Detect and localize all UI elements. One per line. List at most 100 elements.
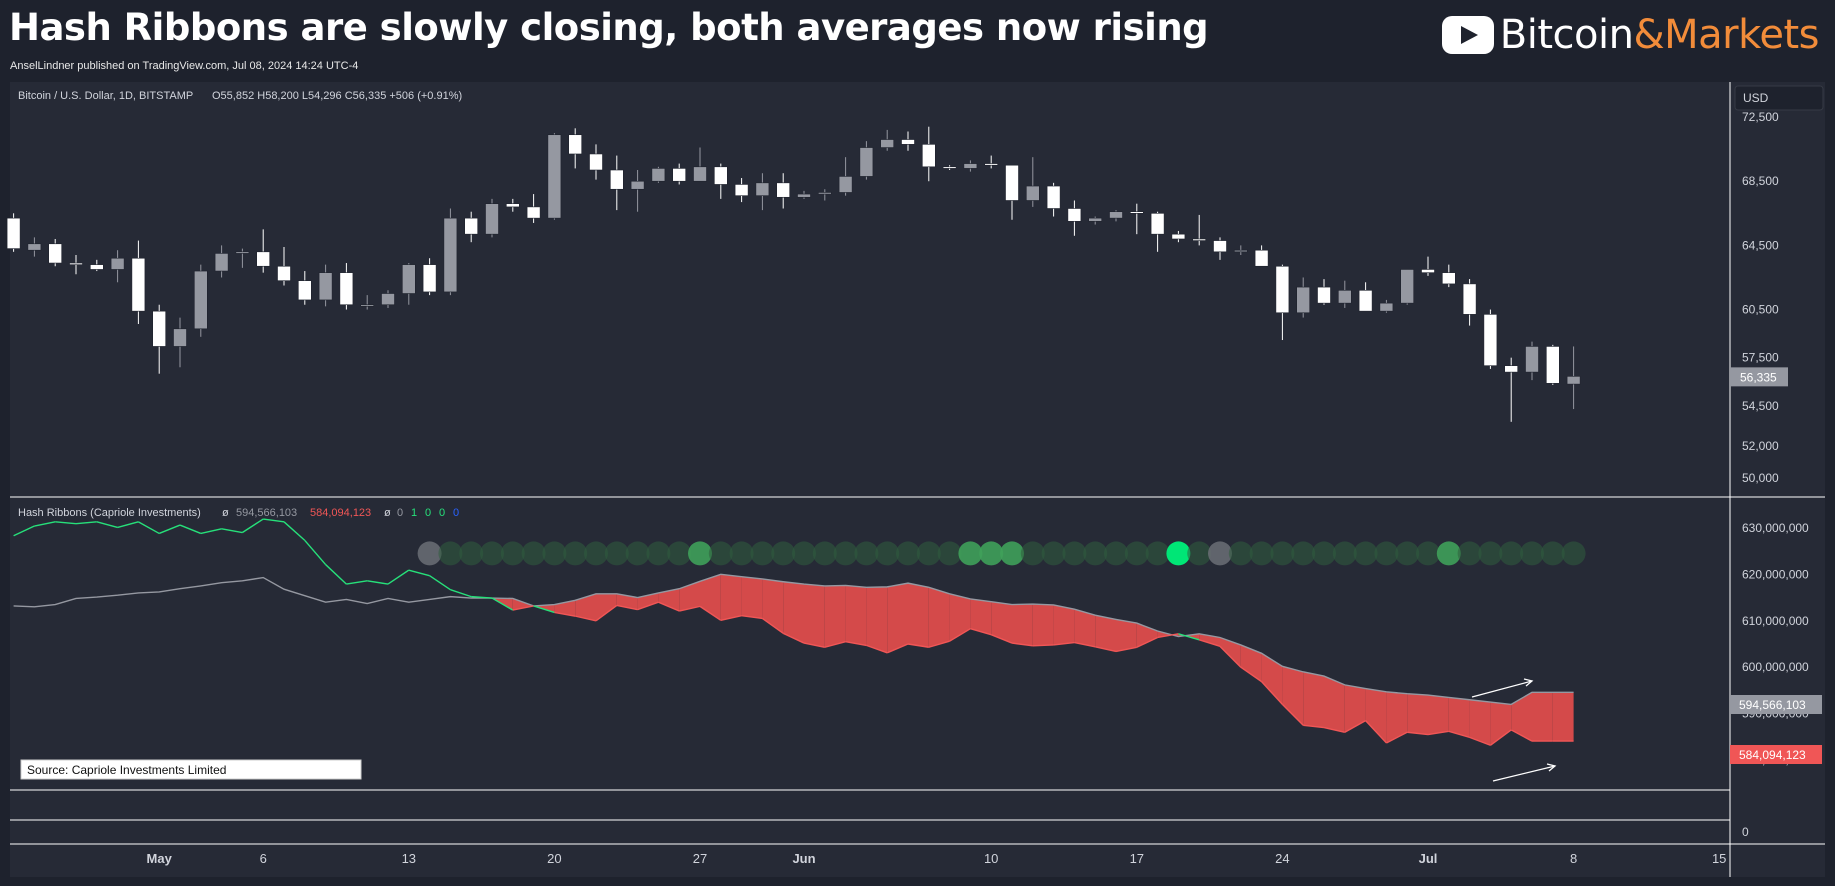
ribbon-segment — [1074, 609, 1096, 647]
fast-ma-segment — [1074, 641, 1096, 648]
signal-dot — [688, 541, 712, 566]
signal-dot — [1083, 541, 1108, 566]
fast-ma-segment — [928, 640, 950, 648]
fast-ma-segment — [616, 604, 638, 611]
signal-dot — [1228, 541, 1253, 566]
currency-button[interactable] — [1734, 85, 1824, 111]
long-ma-badge-text: 594,566,103 — [1739, 698, 1806, 712]
candle — [1296, 277, 1310, 318]
hash-ribbon-fill — [492, 574, 1574, 746]
fast-ma-segment — [637, 601, 659, 611]
signal-dot — [958, 541, 983, 566]
fast-ma-segment — [1240, 666, 1262, 683]
signal-dot — [854, 541, 879, 566]
fast-ma-segment — [907, 643, 929, 648]
fast-ma-segment — [720, 614, 742, 621]
signal-dot — [896, 541, 920, 566]
candle — [339, 263, 354, 310]
long-ma-badge — [1730, 695, 1822, 714]
ribbon-segment — [845, 585, 867, 646]
fast-ma-segment — [949, 628, 971, 642]
signal-dot — [625, 541, 650, 566]
signal-dot — [667, 541, 692, 566]
ribbon-segment — [1428, 695, 1449, 735]
fast-ma-segment — [1303, 724, 1325, 729]
fast-ma-segment — [200, 528, 222, 535]
ribbon-segment — [720, 574, 742, 621]
signal-dot — [500, 541, 525, 566]
signal-dot — [1145, 541, 1170, 566]
candle — [776, 173, 791, 209]
source-text: Source: Capriole Investments Limited — [27, 763, 226, 777]
signal-dot — [1312, 541, 1336, 566]
short-ma-badge — [1730, 745, 1822, 764]
candle — [297, 271, 312, 305]
fast-ma-segment — [1489, 729, 1512, 746]
signal-dot — [438, 541, 463, 566]
fast-ma-segment — [242, 518, 264, 534]
hashrate-tick-label: 610,000,000 — [1742, 614, 1809, 628]
fast-ma-segment — [824, 641, 846, 648]
brand-logo: Bitcoin&Markets — [1441, 10, 1819, 60]
fast-ma-segment — [679, 605, 701, 612]
ribbon-segment — [1407, 693, 1428, 735]
signal-dot — [1166, 541, 1191, 566]
ribbon-segment — [1448, 697, 1470, 738]
time-axis-ticks: May 6 13 20 27 Jun 10 17 24 Jul 8 15 — [147, 851, 1727, 866]
ribbon-segment — [1261, 653, 1283, 705]
fast-ma-segment — [658, 601, 680, 612]
ribbon-segment — [1116, 619, 1137, 652]
ribbon-segment — [554, 600, 576, 617]
price-tick-label: 72,500 — [1742, 110, 1779, 124]
ribbon-segment — [1386, 691, 1408, 743]
ribbon-segment — [616, 593, 638, 610]
candle — [1192, 214, 1206, 246]
candle — [1566, 346, 1581, 410]
candle — [1525, 341, 1539, 381]
candle — [963, 160, 978, 172]
ribbon-segment — [866, 586, 888, 653]
candle — [651, 166, 666, 183]
candle — [901, 131, 915, 151]
ribbon-segment — [1511, 692, 1532, 742]
bottom-pane-zero-tick: 0 — [1742, 825, 1749, 839]
fast-ma-segment — [1178, 633, 1200, 641]
fast-ma-segment — [1344, 720, 1366, 733]
candle — [318, 264, 333, 307]
fast-ma-segment — [595, 604, 618, 622]
indicator-extra-5: 0 — [453, 507, 459, 519]
fast-ma-segment — [263, 518, 285, 523]
youtube-play-icon — [1441, 16, 1494, 54]
candle — [568, 128, 583, 169]
candle — [173, 317, 187, 368]
candle — [110, 250, 125, 283]
candle — [1067, 200, 1082, 236]
candle — [817, 189, 832, 201]
signal-dot — [1270, 541, 1295, 566]
signal-dot — [563, 541, 588, 566]
ribbon-segment — [1552, 692, 1574, 742]
signal-dot — [1291, 541, 1316, 566]
time-tick-label: 13 — [402, 851, 416, 866]
indicator-extra-1: 0 — [397, 507, 403, 519]
ribbon-segment — [928, 587, 950, 648]
fast-ma-segment — [866, 644, 888, 654]
slow-ma-line — [13, 573, 1574, 706]
candle — [1317, 279, 1331, 305]
candle — [48, 238, 63, 267]
fast-ma-segment — [471, 595, 493, 599]
candle — [880, 129, 895, 151]
time-tick-label: 24 — [1275, 851, 1289, 866]
fast-ma-segment — [429, 575, 451, 591]
candle — [630, 170, 645, 212]
fast-ma-segment — [533, 605, 555, 614]
currency-label: USD — [1743, 91, 1769, 105]
fast-ma-segment — [1469, 736, 1491, 746]
candle — [90, 259, 104, 272]
fast-ma-segment — [554, 611, 576, 617]
indicator-extra-0: ø — [384, 507, 391, 519]
fast-ma-segment — [1510, 729, 1533, 742]
candle — [838, 157, 853, 196]
indicator-value-long: 594,566,103 — [236, 507, 297, 519]
